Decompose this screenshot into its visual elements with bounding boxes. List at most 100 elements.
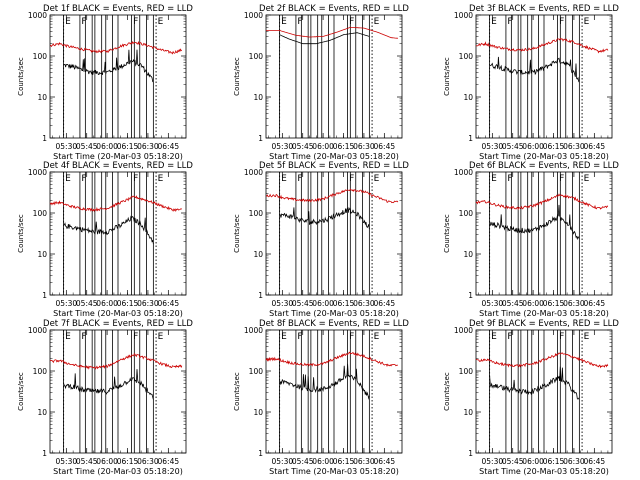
y-tick-label: 1000: [28, 168, 47, 177]
marker-flag-label: F: [507, 174, 512, 184]
marker-flag-label: F: [349, 332, 354, 342]
y-tick-label: 1000: [244, 326, 263, 335]
x-tick-label: 05:30: [272, 299, 294, 308]
x-tick-label: 06:45: [584, 142, 606, 151]
series-line: [49, 40, 183, 55]
marker-flag-label: F: [559, 332, 564, 342]
x-tick-label: 05:30: [56, 299, 78, 308]
marker-flag-label: E: [65, 17, 71, 27]
y-tick-label: 1: [258, 291, 263, 300]
y-tick-label: 1: [468, 134, 473, 143]
y-tick-label: 10: [253, 408, 263, 417]
chart-panel: Det 8f BLACK = Events, RED = LLD 1 10 100 10…: [233, 319, 409, 476]
chart-panel: Det 5f BLACK = Events, RED = LLD 1 10 100 10…: [233, 161, 409, 318]
x-tick-label: 06:45: [584, 299, 606, 308]
x-tick-label: 06:30: [137, 299, 159, 308]
y-tick-label: 1: [468, 291, 473, 300]
y-tick-label: 10: [463, 93, 473, 102]
chart-panel: Det 6f BLACK = Events, RED = LLD 1 10 100 10…: [443, 161, 619, 318]
x-tick-label: 05:30: [272, 457, 294, 466]
chart-title: Det 8f BLACK = Events, RED = LLD: [259, 319, 409, 329]
y-tick-label: 10: [37, 408, 47, 417]
series-line: [63, 49, 154, 83]
x-tick-label: 05:30: [482, 299, 504, 308]
x-tick-label: 06:00: [312, 142, 334, 151]
x-tick-label: 06:45: [158, 457, 180, 466]
marker-flag-label: E: [281, 332, 287, 342]
x-tick-label: 06:45: [374, 299, 396, 308]
series-line: [489, 204, 580, 241]
x-tick-label: 06:15: [543, 457, 565, 466]
x-tick-label: 06:00: [312, 299, 334, 308]
y-tick-label: 10: [253, 250, 263, 259]
y-axis-label: Counts/sec: [443, 372, 451, 411]
chart-title: Det 7f BLACK = Events, RED = LLD: [43, 319, 193, 329]
marker-flag-label: E: [584, 174, 590, 184]
y-tick-label: 100: [249, 367, 264, 376]
x-axis-label: Start Time (20-Mar-03 05:18:20): [479, 152, 609, 161]
x-tick-label: 05:45: [502, 457, 524, 466]
series-line: [489, 56, 580, 83]
x-axis-label: Start Time (20-Mar-03 05:18:20): [269, 309, 399, 318]
marker-flag-label: E: [491, 174, 497, 184]
chart-title: Det 4f BLACK = Events, RED = LLD: [43, 161, 193, 171]
marker-flag-label: F: [507, 17, 512, 27]
x-tick-label: 06:00: [522, 299, 544, 308]
chart-title: Det 6f BLACK = Events, RED = LLD: [469, 161, 619, 171]
marker-flag-label: F: [349, 17, 354, 27]
x-tick-label: 06:15: [543, 299, 565, 308]
x-tick-label: 06:30: [353, 142, 375, 151]
marker-flag-label: E: [374, 174, 380, 184]
y-tick-label: 10: [37, 93, 47, 102]
x-tick-label: 06:30: [137, 457, 159, 466]
y-tick-label: 1000: [28, 11, 47, 20]
series-line: [279, 32, 370, 45]
y-tick-label: 1: [258, 134, 263, 143]
x-axis-label: Start Time (20-Mar-03 05:18:20): [479, 309, 609, 318]
series-line: [475, 352, 609, 369]
y-tick-label: 100: [33, 52, 48, 61]
x-tick-label: 06:30: [353, 299, 375, 308]
marker-flag-label: F: [559, 174, 564, 184]
marker-flag-label: F: [81, 174, 86, 184]
y-tick-label: 1000: [454, 326, 473, 335]
x-tick-label: 05:45: [502, 299, 524, 308]
chart-title: Det 1f BLACK = Events, RED = LLD: [43, 4, 193, 14]
x-tick-label: 05:30: [56, 142, 78, 151]
x-axis-label: Start Time (20-Mar-03 05:18:20): [53, 309, 183, 318]
x-tick-label: 06:00: [522, 457, 544, 466]
x-tick-label: 06:30: [563, 142, 585, 151]
chart-panel: Det 1f BLACK = Events, RED = LLD 1 10 100 10…: [17, 4, 193, 161]
x-tick-label: 05:45: [76, 299, 98, 308]
y-tick-label: 100: [459, 367, 474, 376]
y-tick-label: 1000: [244, 11, 263, 20]
x-tick-label: 06:00: [96, 457, 118, 466]
x-axis-label: Start Time (20-Mar-03 05:18:20): [53, 467, 183, 476]
marker-flag-label: E: [158, 17, 164, 27]
x-tick-label: 05:45: [292, 299, 314, 308]
x-axis-label: Start Time (20-Mar-03 05:18:20): [269, 152, 399, 161]
y-tick-label: 1: [468, 449, 473, 458]
x-tick-label: 06:45: [584, 457, 606, 466]
x-tick-label: 05:30: [482, 142, 504, 151]
x-tick-label: 06:15: [333, 457, 355, 466]
series-line: [266, 26, 398, 39]
series-line: [63, 215, 154, 244]
x-tick-label: 06:00: [96, 142, 118, 151]
series-line: [49, 353, 183, 370]
y-tick-label: 1000: [244, 168, 263, 177]
chart-title: Det 9f BLACK = Events, RED = LLD: [469, 319, 619, 329]
x-tick-label: 06:45: [158, 299, 180, 308]
y-tick-label: 1000: [454, 168, 473, 177]
x-tick-label: 05:30: [56, 457, 78, 466]
x-tick-label: 05:45: [292, 142, 314, 151]
x-tick-label: 06:00: [96, 299, 118, 308]
marker-flag-label: E: [491, 17, 497, 27]
marker-flag-label: E: [584, 17, 590, 27]
x-tick-label: 06:00: [522, 142, 544, 151]
x-tick-label: 06:45: [374, 142, 396, 151]
marker-flag-label: E: [281, 17, 287, 27]
marker-flag-label: F: [81, 332, 86, 342]
marker-flag-label: E: [65, 332, 71, 342]
chart-title: Det 2f BLACK = Events, RED = LLD: [259, 4, 409, 14]
